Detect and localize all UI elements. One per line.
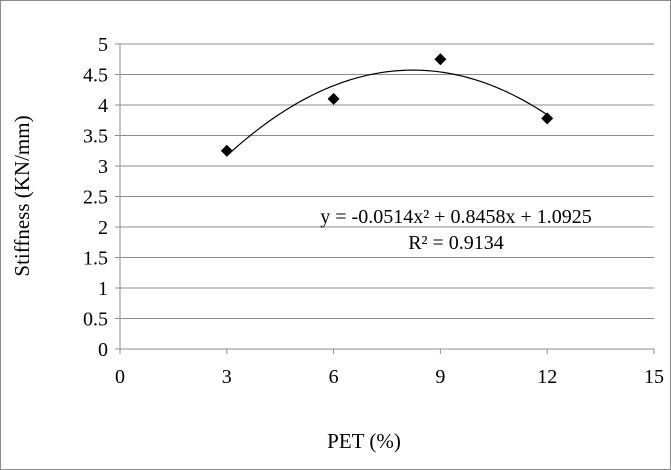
y-tick-label: 3 — [98, 156, 108, 178]
x-axis-label: PET (%) — [327, 429, 401, 453]
x-tick-labels: 0 3 6 9 12 15 — [115, 366, 664, 388]
y-tick-label: 2 — [98, 217, 108, 239]
gridlines — [120, 43, 654, 319]
data-point — [220, 144, 233, 157]
r-squared-label: R² = 0.9134 — [408, 232, 504, 254]
y-tick-label: 3.5 — [83, 126, 108, 148]
x-tick-label: 12 — [537, 366, 557, 388]
trendline-curve — [226, 69, 548, 157]
x-tick-label: 6 — [329, 366, 339, 388]
y-tick-label: 0.5 — [83, 309, 108, 331]
data-points — [220, 53, 554, 157]
trendline-equation: y = -0.0514x² + 0.8458x + 1.0925 — [320, 206, 592, 228]
data-point — [541, 112, 554, 125]
y-tick-label: 1.5 — [83, 248, 108, 270]
data-point — [327, 92, 340, 105]
y-tick-label: 2.5 — [83, 187, 108, 209]
data-point — [434, 53, 447, 66]
y-tick-label: 4.5 — [83, 65, 108, 87]
x-tick-label: 9 — [435, 366, 445, 388]
x-tick-label: 15 — [644, 366, 664, 388]
y-tick-label: 5 — [98, 34, 108, 56]
y-axis-label: Stiffness (KN/mm) — [10, 115, 34, 276]
x-tick-label: 3 — [222, 366, 232, 388]
y-tick-labels: 0 0.5 1 1.5 2 2.5 3 3.5 4 4.5 5 — [83, 34, 108, 361]
y-tick-label: 4 — [98, 95, 108, 117]
trendline — [226, 69, 548, 157]
y-tick-label: 0 — [98, 339, 108, 361]
axes — [115, 43, 655, 354]
x-tick-label: 0 — [115, 366, 125, 388]
y-tick-label: 1 — [98, 278, 108, 300]
